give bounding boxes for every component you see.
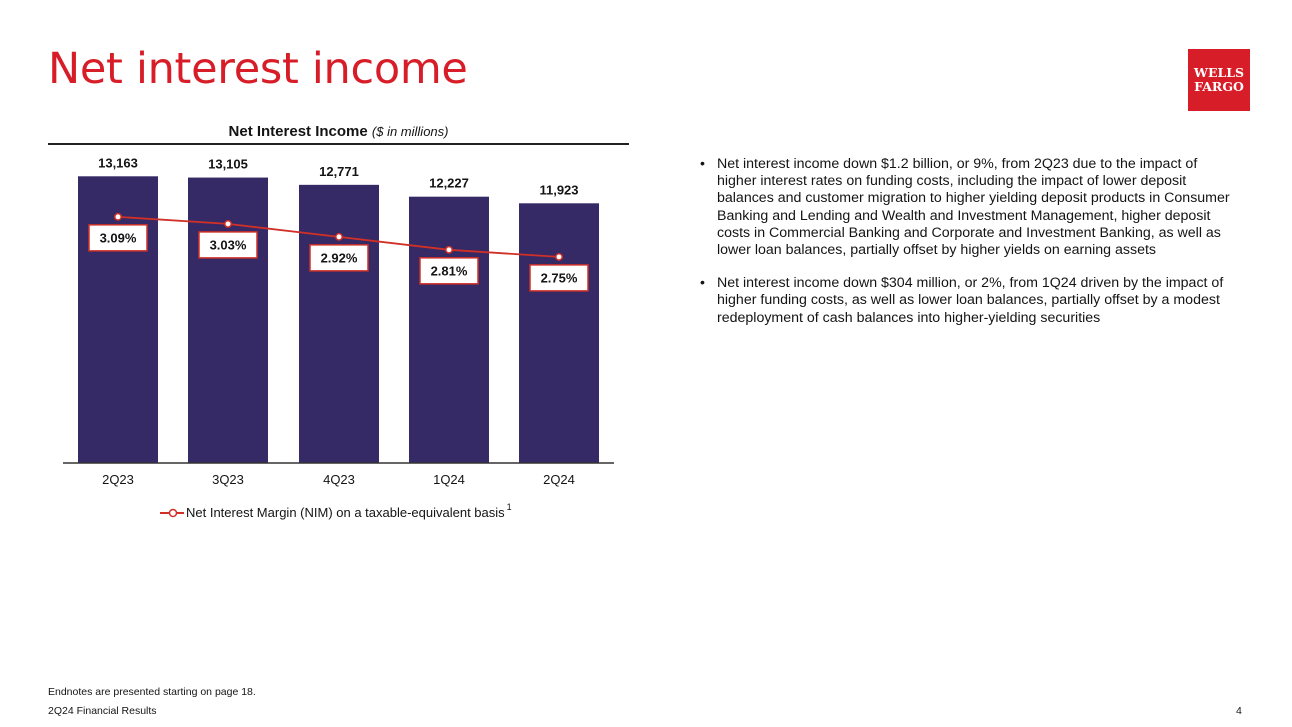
nim-point <box>445 245 453 254</box>
nim-value-label: 2.75% <box>541 270 578 285</box>
legend-footnote-ref: 1 <box>506 501 512 512</box>
page-number: 4 <box>1236 705 1242 717</box>
chart-title: Net Interest Income ($ in millions) <box>48 123 629 140</box>
bar <box>78 176 158 463</box>
nim-label-box <box>419 257 479 285</box>
bar-value-label: 13,163 <box>98 155 138 170</box>
x-tick-label: 2Q24 <box>543 472 575 487</box>
nim-value-label: 2.81% <box>431 263 468 278</box>
nim-point <box>224 219 232 228</box>
commentary-text: Net interest income down $1.2 billion, o… <box>717 156 1230 259</box>
bar-value-label: 12,227 <box>429 176 469 191</box>
nim-label-box <box>529 264 589 292</box>
bar <box>409 196 489 463</box>
wells-fargo-logo: WELLS FARGO <box>1188 49 1250 111</box>
page-title: Net interest income <box>48 44 468 94</box>
chart-title-unit: ($ in millions) <box>371 124 449 139</box>
x-tick-label: 1Q24 <box>433 472 465 487</box>
legend-label: Net Interest Margin (NIM) on a taxable-e… <box>186 505 505 520</box>
nim-value-label: 2.92% <box>321 250 358 265</box>
nim-value-label: 3.03% <box>210 237 247 252</box>
footer-title: 2Q24 Financial Results <box>48 705 157 717</box>
bar-value-label: 13,105 <box>208 157 248 172</box>
nim-label-box <box>88 224 148 252</box>
logo-line-1: WELLS <box>1193 65 1245 80</box>
commentary-list: • Net interest income down $1.2 billion,… <box>700 156 1240 343</box>
chart-legend: Net Interest Margin (NIM) on a taxable-e… <box>160 501 512 520</box>
commentary-bullet: • Net interest income down $304 million,… <box>700 275 1240 327</box>
bullet-icon: • <box>700 275 705 292</box>
chart-title-text: Net Interest Income <box>228 123 368 140</box>
x-tick-label: 2Q23 <box>102 472 134 487</box>
legend-line-marker-icon <box>160 508 184 517</box>
nim-point <box>555 252 563 261</box>
logo-line-2: FARGO <box>1194 79 1244 94</box>
bar-value-label: 12,771 <box>319 164 359 179</box>
commentary-text: Net interest income down $304 million, o… <box>717 275 1224 326</box>
net-interest-income-chart: 13,163 13,105 12,771 12,227 11,923 2Q23 3Q23 4Q… <box>63 155 614 487</box>
nim-label-box <box>309 244 369 272</box>
x-tick-label: 3Q23 <box>212 472 244 487</box>
endnotes-note: Endnotes are presented starting on page … <box>48 686 256 698</box>
nim-value-label: 3.09% <box>100 230 137 245</box>
bullet-icon: • <box>700 156 705 172</box>
bar-value-label: 11,923 <box>539 182 578 197</box>
x-tick-label: 4Q23 <box>323 472 355 487</box>
chart-title-rule <box>48 143 629 145</box>
nim-point <box>114 212 122 221</box>
nim-label-box <box>198 231 258 259</box>
nim-point <box>335 232 343 241</box>
bar <box>299 184 379 463</box>
commentary-bullet: • Net interest income down $1.2 billion,… <box>700 156 1240 259</box>
bar <box>519 203 599 464</box>
